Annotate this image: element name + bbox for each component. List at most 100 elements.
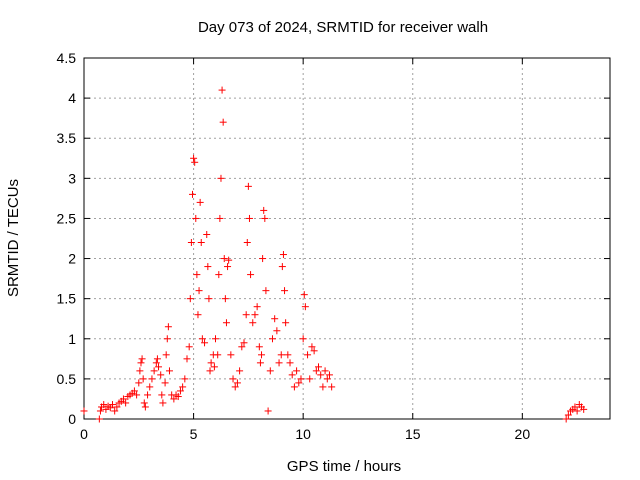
data-point (157, 371, 165, 379)
data-point (300, 291, 308, 299)
data-point (220, 255, 228, 263)
data-point (161, 379, 169, 387)
data-point (261, 214, 269, 222)
data-point (243, 239, 251, 247)
data-point (279, 251, 287, 259)
data-point (251, 311, 259, 319)
data-point (266, 367, 274, 375)
data-point (259, 255, 267, 263)
data-point (319, 383, 327, 391)
data-point (181, 375, 189, 383)
data-point (201, 339, 209, 347)
data-point (255, 343, 263, 351)
data-point (186, 295, 194, 303)
data-point (165, 367, 173, 375)
data-point (222, 319, 230, 327)
data-point (196, 198, 204, 206)
data-point (258, 351, 266, 359)
data-point (256, 359, 264, 367)
data-point (130, 387, 138, 395)
y-tick-label: 1.5 (57, 291, 77, 307)
data-point (162, 351, 170, 359)
data-point (135, 379, 143, 387)
data-point (136, 367, 144, 375)
data-point (249, 319, 257, 327)
data-point (310, 347, 318, 355)
data-point (227, 351, 235, 359)
data-point (221, 295, 229, 303)
data-point (197, 239, 205, 247)
data-point (217, 174, 225, 182)
data-point (191, 158, 199, 166)
x-tick-label: 0 (80, 426, 88, 442)
data-point (264, 407, 272, 415)
data-point (229, 375, 237, 383)
y-axis-label: SRMTID / TECUs (5, 179, 22, 297)
data-point (282, 319, 290, 327)
y-tick-label: 3 (68, 170, 76, 186)
data-point (317, 371, 325, 379)
data-point (571, 403, 579, 411)
data-point (163, 335, 171, 343)
data-point (231, 383, 239, 391)
data-point (216, 214, 224, 222)
y-tick-label: 0.5 (57, 371, 77, 387)
data-point (286, 359, 294, 367)
data-point (271, 315, 279, 323)
data-point (268, 335, 276, 343)
data-points (80, 86, 588, 423)
data-point (108, 401, 116, 409)
data-point (236, 367, 244, 375)
data-point (155, 363, 163, 371)
data-point (164, 323, 172, 331)
data-point (299, 335, 307, 343)
data-point (240, 339, 248, 347)
data-point (174, 393, 182, 401)
data-point (176, 387, 184, 395)
y-tick-label: 0 (68, 411, 76, 427)
data-point (139, 375, 147, 383)
data-point (113, 403, 121, 411)
data-point (225, 256, 233, 264)
data-point (275, 359, 283, 367)
data-point (244, 182, 252, 190)
grid-lines (84, 58, 610, 419)
data-point (158, 391, 166, 399)
data-point (273, 327, 281, 335)
data-point (195, 287, 203, 295)
data-point (96, 407, 104, 415)
x-tick-label: 10 (295, 426, 311, 442)
chart-title: Day 073 of 2024, SRMTID for receiver wal… (198, 19, 488, 36)
plot-frame (83, 57, 611, 420)
data-point (203, 230, 211, 238)
data-point (212, 335, 219, 343)
x-tick-label: 5 (190, 426, 198, 442)
data-point (192, 214, 200, 222)
data-point (262, 287, 270, 295)
data-point (122, 399, 130, 407)
data-point (207, 359, 215, 367)
data-point (198, 335, 206, 343)
data-point (242, 311, 250, 319)
data-point (137, 359, 145, 367)
data-point (562, 415, 570, 423)
axis-ticks (83, 57, 610, 420)
data-point (206, 367, 214, 375)
data-point (100, 401, 108, 409)
data-point (148, 375, 156, 383)
y-tick-label: 1 (68, 331, 76, 347)
data-point (133, 391, 141, 399)
data-point (260, 206, 268, 214)
data-point (210, 363, 218, 371)
y-tick-label: 2 (68, 251, 76, 267)
data-point (573, 407, 581, 415)
data-point (187, 239, 195, 247)
y-tick-label: 4 (68, 90, 76, 106)
data-point (321, 367, 329, 375)
data-point (284, 351, 292, 359)
data-point (308, 343, 316, 351)
data-point (297, 375, 305, 383)
data-point (159, 399, 167, 407)
data-point (179, 383, 187, 391)
